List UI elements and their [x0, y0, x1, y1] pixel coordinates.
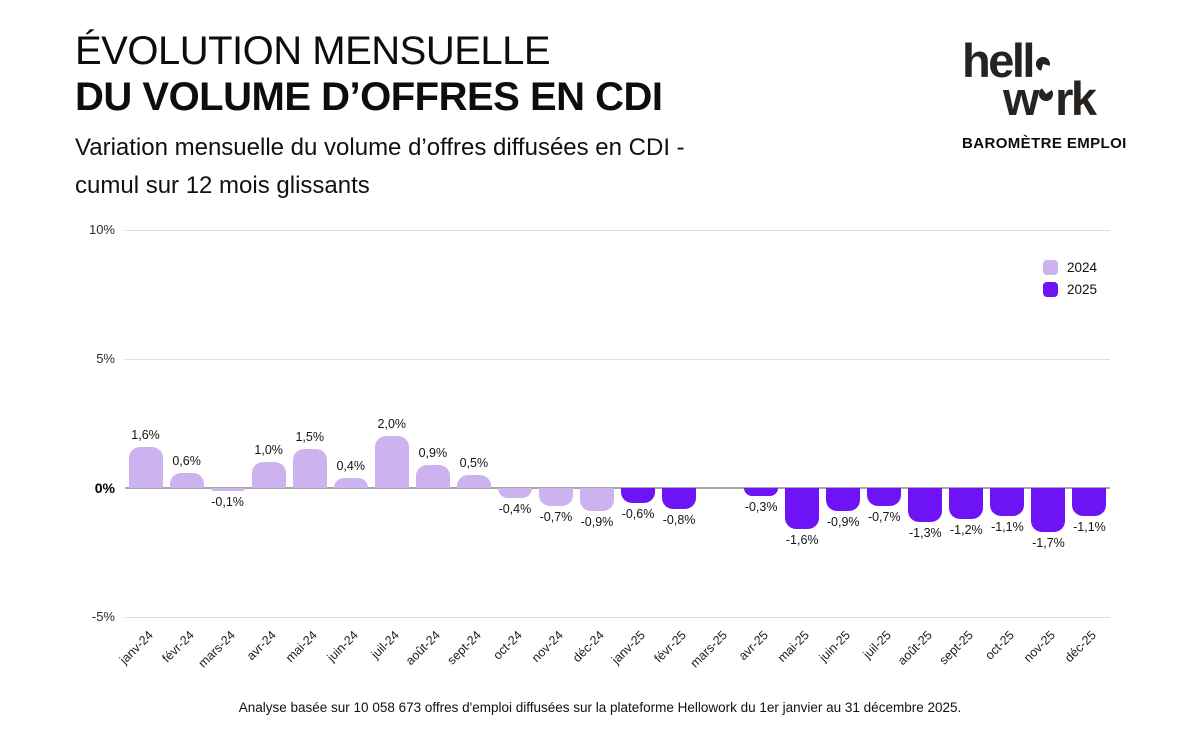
title-line-2: DU VOLUME D’OFFRES EN CDI: [75, 75, 663, 119]
title-line-1: ÉVOLUTION MENSUELLE: [75, 29, 551, 73]
bar-juin-24: [333, 477, 368, 488]
bar-déc-24: [579, 488, 614, 512]
chart-subtitle: Variation mensuelle du volume d’offres d…: [75, 129, 685, 205]
value-label-déc-24: -0,9%: [580, 515, 614, 530]
gridline-10%: [125, 230, 1110, 231]
logo-text-rk: rk: [1055, 72, 1097, 125]
bar-mai-24: [292, 449, 327, 488]
value-label-nov-24: -0,7%: [539, 510, 573, 525]
gridline--5%: [125, 617, 1110, 618]
bar-déc-25: [1072, 488, 1107, 517]
value-label-août-24: 0,9%: [418, 445, 448, 460]
gridline-0%: [125, 487, 1110, 489]
logo-line-1: hell: [962, 34, 1124, 87]
legend-item-2024: 2024: [1043, 260, 1097, 275]
bar-févr-24: [169, 472, 204, 488]
logo-o2-icon: [1037, 85, 1055, 103]
legend-swatch-2024: [1043, 260, 1058, 275]
logo-text-hell: hell: [962, 34, 1035, 87]
value-label-oct-24: -0,4%: [498, 502, 532, 517]
legend-label-2025: 2025: [1067, 282, 1098, 297]
bar-sept-25: [949, 488, 984, 519]
gridline-5%: [125, 359, 1110, 360]
value-label-juil-25: -0,7%: [867, 510, 901, 525]
subtitle-line-1: Variation mensuelle du volume d’offres d…: [75, 134, 685, 161]
value-label-mai-24: 1,5%: [295, 430, 324, 445]
value-label-juin-25: -0,9%: [826, 515, 860, 530]
bar-nov-24: [538, 488, 573, 507]
value-label-déc-25: -1,1%: [1073, 520, 1106, 535]
value-label-mai-25: -1,6%: [785, 533, 819, 548]
value-label-janv-24: 1,6%: [131, 427, 160, 442]
y-axis-tick-0%: 0%: [94, 480, 115, 496]
value-label-sept-25: -1,2%: [950, 522, 983, 537]
y-axis-tick--5%: -5%: [91, 609, 115, 624]
logo-o-icon: [1033, 54, 1053, 74]
bar-sept-24: [456, 475, 491, 488]
legend-label-2024: 2024: [1067, 260, 1098, 275]
analysis-footnote: Analyse basée sur 10 058 673 offres d'em…: [238, 700, 962, 715]
y-axis-tick-10%: 10%: [88, 222, 115, 237]
brand-tagline: BAROMÈTRE EMPLOI: [962, 135, 1127, 152]
value-label-avr-25: -0,3%: [744, 499, 778, 514]
bar-juil-25: [867, 488, 902, 507]
value-label-oct-25: -1,1%: [991, 520, 1024, 535]
value-label-févr-24: 0,6%: [172, 453, 201, 468]
bar-janv-24: [128, 446, 163, 488]
bar-avr-25: [744, 488, 779, 496]
value-label-mars-24: -0,1%: [211, 494, 244, 509]
legend-swatch-2025: [1043, 282, 1058, 297]
bar-juin-25: [826, 488, 861, 512]
value-label-janv-25: -0,6%: [621, 507, 655, 522]
bar-mars-24: [210, 488, 245, 491]
bar-janv-25: [621, 488, 656, 504]
bar-août-25: [908, 488, 943, 522]
bar-févr-25: [662, 488, 697, 509]
value-label-févr-25: -0,8%: [662, 512, 696, 527]
bar-oct-24: [497, 488, 532, 499]
value-label-juin-24: 0,4%: [336, 458, 365, 473]
value-label-août-25: -1,3%: [908, 525, 942, 540]
subtitle-line-2: cumul sur 12 mois glissants: [75, 172, 370, 199]
value-label-avr-24: 1,0%: [254, 443, 283, 458]
value-label-nov-25: -1,7%: [1032, 535, 1065, 550]
hellowork-logo: hell w rk: [962, 34, 1124, 125]
bar-juil-24: [374, 436, 409, 488]
bar-chart-plot-area: 10% 5% 0% -5% 1,6% 0,6% -0,1% 1,0% 1,5% 0,4% 2,0% 0…: [89, 222, 1110, 670]
value-label-sept-24: 0,5%: [459, 456, 489, 471]
page-title: ÉVOLUTION MENSUELLE DU VOLUME D’OFFRES E…: [75, 28, 663, 120]
value-label-juil-24: 2,0%: [377, 417, 407, 432]
chart-legend: 2024 2025: [1043, 260, 1097, 304]
legend-item-2025: 2025: [1043, 282, 1097, 297]
bar-mai-25: [785, 488, 820, 530]
bar-août-24: [415, 464, 450, 488]
y-axis-tick-5%: 5%: [96, 351, 115, 366]
bar-oct-25: [990, 488, 1025, 517]
bar-avr-24: [251, 462, 286, 488]
logo-text-w: w: [1003, 72, 1040, 125]
hellowork-brand: hell w rk BAROMÈTRE EMPLOI: [962, 34, 1127, 152]
bar-nov-25: [1031, 488, 1066, 532]
logo-line-2: w rk: [1003, 72, 1124, 125]
